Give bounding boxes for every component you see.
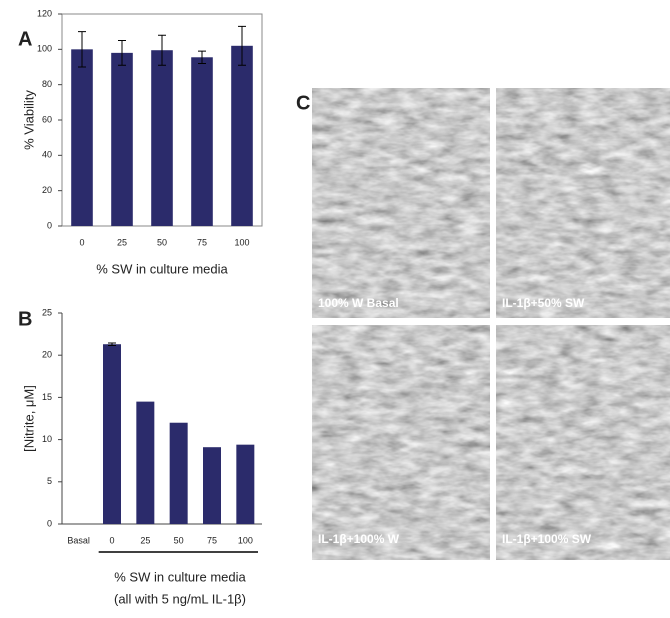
x-tick-label: 0: [109, 535, 114, 545]
x-axis-label: (all with 5 ng/mL IL-1β): [114, 591, 246, 606]
x-tick-label: 75: [207, 535, 217, 545]
error-bar: [238, 25, 246, 66]
error-bar: [158, 34, 166, 66]
x-axis-label: % SW in culture media: [96, 261, 228, 276]
y-tick-label: 20: [42, 350, 52, 360]
bar: [136, 401, 155, 524]
bar: [111, 52, 133, 226]
bar: [191, 57, 213, 227]
y-tick-label: 0: [47, 220, 52, 230]
bar: [151, 50, 173, 226]
micrograph: [496, 325, 670, 560]
image-caption: 100% W Basal: [318, 296, 399, 310]
y-tick-label: 80: [42, 79, 52, 89]
y-tick-label: 20: [42, 185, 52, 195]
panel-label: C: [296, 92, 310, 114]
bar: [231, 45, 253, 226]
bar: [169, 422, 188, 524]
micrograph: [496, 88, 670, 318]
y-tick-label: 5: [47, 476, 52, 486]
y-tick-label: 10: [42, 434, 52, 444]
x-tick-label: 50: [157, 237, 167, 247]
y-tick-label: 15: [42, 392, 52, 402]
x-tick-label: 25: [117, 237, 127, 247]
image-caption: IL-1β+100% SW: [502, 532, 592, 546]
x-tick-label: 0: [79, 237, 84, 247]
x-tick-label: 100: [234, 237, 249, 247]
bar: [71, 49, 93, 227]
bar: [203, 447, 221, 524]
bar: [236, 444, 255, 524]
x-axis-label: % SW in culture media: [114, 569, 246, 584]
error-bar: [108, 342, 116, 346]
y-axis-label: [Nitrite, μM]: [21, 385, 36, 452]
y-axis-label: % Viability: [21, 90, 36, 150]
image-caption: IL-1β+50% SW: [502, 296, 585, 310]
micrograph: [312, 88, 490, 318]
y-tick-label: 40: [42, 150, 52, 160]
error-bar: [118, 40, 126, 66]
error-bar: [198, 50, 206, 64]
y-tick-label: 60: [42, 114, 52, 124]
x-tick-label: 100: [238, 535, 253, 545]
error-bar: [78, 31, 86, 68]
x-tick-label: 50: [174, 535, 184, 545]
image-caption: IL-1β+100% W: [318, 532, 400, 546]
x-tick-label: Basal: [67, 535, 90, 545]
y-tick-label: 100: [37, 44, 52, 54]
y-tick-label: 0: [47, 518, 52, 528]
bar: [103, 344, 121, 524]
x-tick-label: 75: [197, 237, 207, 247]
y-tick-label: 25: [42, 307, 52, 317]
panel-label: B: [18, 308, 32, 330]
x-tick-label: 25: [140, 535, 150, 545]
panel-label: A: [18, 28, 32, 50]
micrograph: [312, 325, 490, 560]
y-tick-label: 120: [37, 8, 52, 18]
